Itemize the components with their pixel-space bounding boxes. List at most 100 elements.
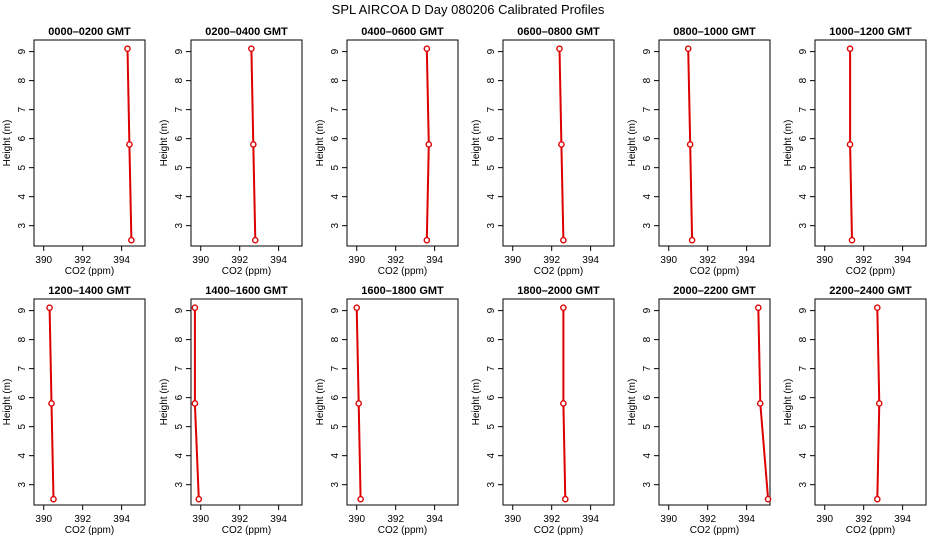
panel-title: 1600–1800 GMT — [361, 285, 444, 297]
x-tick-label: 394 — [582, 514, 599, 525]
y-tick-label: 5 — [486, 164, 497, 170]
y-tick-label: 3 — [486, 222, 497, 228]
x-tick-label: 390 — [660, 255, 677, 266]
y-tick-label: 8 — [486, 336, 497, 342]
x-tick-label: 394 — [738, 255, 755, 266]
x-tick-label: 390 — [660, 514, 677, 525]
y-axis-label: Height (m) — [2, 379, 13, 426]
x-axis-label: CO2 (ppm) — [65, 266, 114, 277]
y-tick-label: 4 — [798, 452, 809, 458]
y-tick-label: 5 — [798, 423, 809, 429]
x-tick-label: 394 — [582, 255, 599, 266]
y-tick-label: 6 — [174, 394, 185, 400]
data-point — [128, 236, 135, 244]
y-tick-label: 3 — [330, 222, 341, 228]
x-tick-label: 392 — [387, 255, 404, 266]
panel-title: 1200–1400 GMT — [48, 285, 131, 297]
panel-title: 0400–0600 GMT — [361, 26, 444, 38]
x-tick-label: 392 — [543, 255, 560, 266]
plot-box — [814, 298, 927, 506]
x-tick-label: 392 — [855, 255, 872, 266]
y-tick-label: 6 — [330, 394, 341, 400]
data-point — [248, 45, 255, 53]
y-tick-label: 4 — [486, 193, 497, 199]
y-tick-label: 9 — [17, 307, 28, 313]
data-point — [846, 45, 854, 53]
x-tick-label: 390 — [35, 514, 52, 525]
y-tick-label: 3 — [642, 481, 653, 487]
y-tick-label: 7 — [17, 365, 28, 371]
x-tick-label: 392 — [387, 514, 404, 525]
x-axis-label: CO2 (ppm) — [690, 525, 739, 536]
data-point — [846, 141, 854, 148]
y-tick-label: 4 — [174, 452, 185, 458]
y-tick-label: 8 — [486, 77, 497, 83]
data-point — [191, 400, 199, 407]
y-tick-label: 3 — [17, 481, 28, 487]
data-point — [423, 236, 431, 244]
y-tick-label: 3 — [798, 222, 809, 228]
y-tick-label: 6 — [17, 394, 28, 400]
x-tick-label: 390 — [816, 255, 833, 266]
y-axis-label: Height (m) — [783, 379, 794, 426]
data-point — [562, 495, 569, 503]
y-tick-label: 5 — [174, 164, 185, 170]
plot-box — [33, 298, 146, 506]
y-tick-label: 7 — [798, 106, 809, 112]
plot-box — [502, 39, 615, 247]
data-point — [46, 304, 53, 312]
x-axis-label: CO2 (ppm) — [534, 525, 583, 536]
y-tick-label: 7 — [174, 106, 185, 112]
x-axis-label: CO2 (ppm) — [378, 266, 427, 277]
x-tick-label: 394 — [113, 255, 130, 266]
x-tick-label: 390 — [35, 255, 52, 266]
x-tick-label: 392 — [74, 514, 91, 525]
y-tick-label: 5 — [330, 423, 341, 429]
data-point — [684, 45, 692, 53]
data-point — [357, 495, 364, 503]
y-tick-label: 5 — [486, 423, 497, 429]
y-tick-label: 4 — [17, 193, 28, 199]
y-tick-label: 3 — [17, 222, 28, 228]
y-tick-label: 7 — [174, 365, 185, 371]
y-axis-label: Height (m) — [783, 120, 794, 167]
x-tick-label: 390 — [504, 255, 521, 266]
x-tick-label: 394 — [894, 255, 911, 266]
y-tick-label: 6 — [642, 135, 653, 141]
y-tick-label: 5 — [17, 423, 28, 429]
y-tick-label: 8 — [174, 77, 185, 83]
y-tick-label: 5 — [642, 164, 653, 170]
y-tick-label: 9 — [798, 48, 809, 54]
y-tick-label: 7 — [17, 106, 28, 112]
panel-title: 0000–0200 GMT — [48, 26, 131, 38]
y-tick-label: 5 — [174, 423, 185, 429]
data-point — [355, 400, 362, 407]
y-tick-label: 7 — [330, 106, 341, 112]
y-axis-label: Height (m) — [471, 379, 482, 426]
y-tick-label: 5 — [642, 423, 653, 429]
data-point — [875, 400, 883, 407]
y-tick-label: 6 — [486, 135, 497, 141]
y-tick-label: 9 — [486, 307, 497, 313]
figure-title: SPL AIRCOA D Day 080206 Calibrated Profi… — [332, 2, 605, 17]
plot-box — [658, 298, 771, 506]
y-tick-label: 6 — [174, 135, 185, 141]
y-tick-label: 6 — [17, 135, 28, 141]
data-point — [560, 304, 567, 312]
x-tick-label: 394 — [426, 514, 443, 525]
y-tick-label: 8 — [17, 336, 28, 342]
x-tick-label: 392 — [74, 255, 91, 266]
data-point — [560, 400, 567, 407]
data-point — [764, 495, 772, 503]
y-axis-label: Height (m) — [627, 379, 638, 426]
y-tick-label: 4 — [798, 193, 809, 199]
